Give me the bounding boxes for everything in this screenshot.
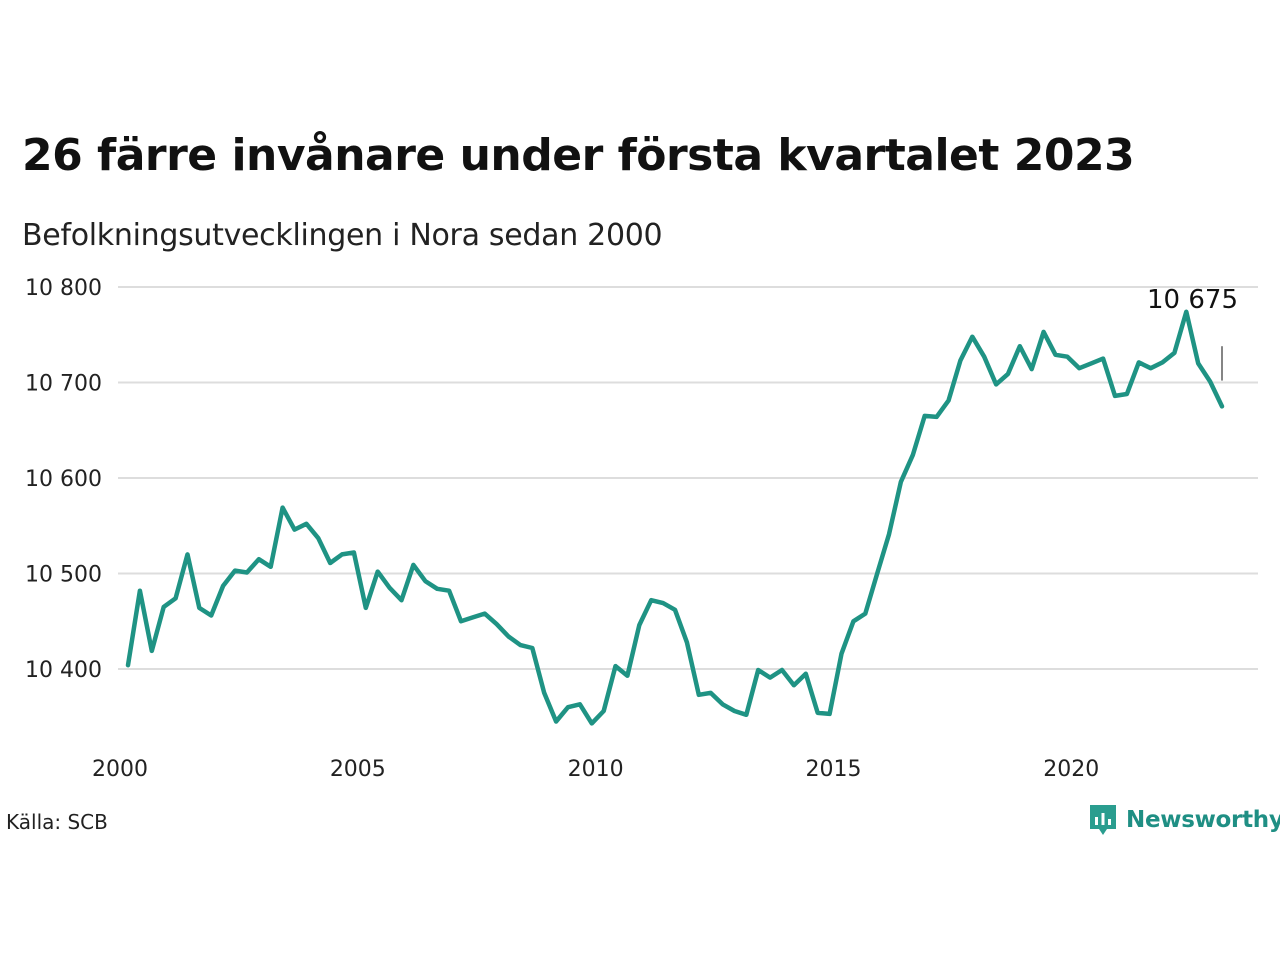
chart-subtitle: Befolkningsutvecklingen i Nora sedan 200… bbox=[22, 218, 663, 253]
y-tick-label: 10 700 bbox=[25, 372, 102, 397]
x-tick-label: 2015 bbox=[805, 757, 861, 782]
y-tick-label: 10 800 bbox=[25, 276, 102, 301]
x-tick-label: 2005 bbox=[330, 757, 386, 782]
y-tick-label: 10 400 bbox=[25, 658, 102, 683]
gridlines bbox=[118, 286, 1258, 670]
y-axis-ticks: 10 400 10 500 10 600 10 700 10 800 bbox=[25, 276, 102, 683]
last-value-annotation: 10 675 bbox=[1147, 285, 1238, 381]
source-note: Källa: SCB bbox=[6, 810, 108, 834]
x-tick-label: 2010 bbox=[568, 757, 624, 782]
chart-title: 26 färre invånare under första kvartalet… bbox=[22, 130, 1135, 181]
newsworthy-logo-icon bbox=[1090, 805, 1116, 835]
y-tick-label: 10 600 bbox=[25, 467, 102, 492]
x-tick-label: 2020 bbox=[1043, 757, 1099, 782]
x-tick-label: 2000 bbox=[92, 757, 148, 782]
annotation-label: 10 675 bbox=[1147, 285, 1238, 315]
y-tick-label: 10 500 bbox=[25, 563, 102, 588]
x-axis-ticks: 2000 2005 2010 2015 2020 bbox=[92, 757, 1099, 782]
newsworthy-logo: Newsworthy bbox=[1088, 803, 1280, 837]
population-line bbox=[125, 309, 1225, 726]
newsworthy-logo-text: Newsworthy bbox=[1126, 807, 1280, 833]
